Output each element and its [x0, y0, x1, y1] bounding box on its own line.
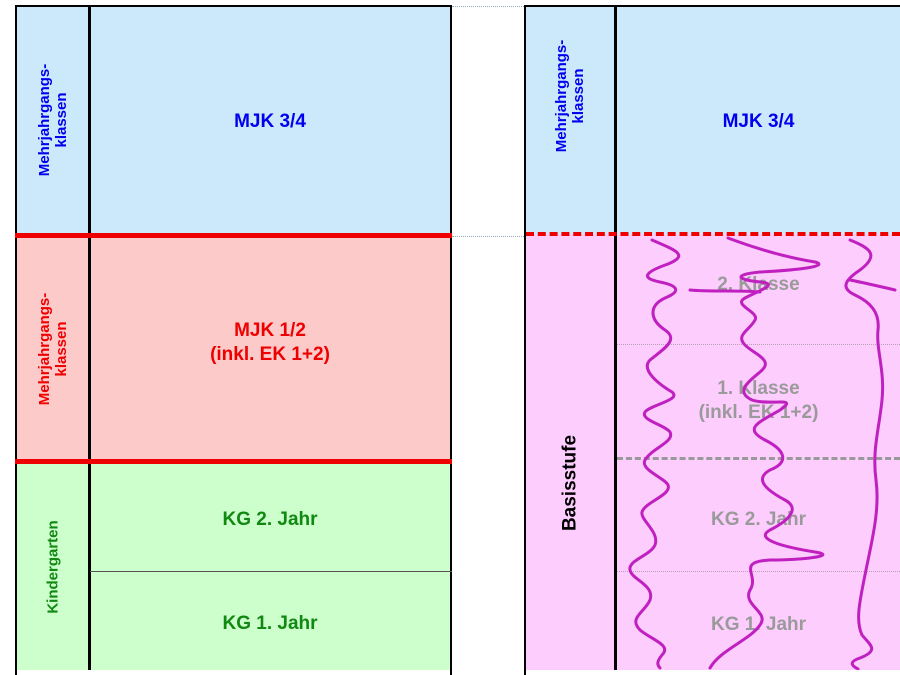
- left-side-blue: [17, 6, 89, 236]
- right-row4-label: KG 1. Jahr: [710, 614, 807, 635]
- right-grey-dashed-line: [617, 457, 900, 460]
- scribble-stroke-5: [848, 278, 897, 292]
- left-column-divider: [88, 6, 91, 670]
- right-main-pink: [616, 234, 900, 670]
- right-row-divider-1: [617, 344, 900, 345]
- left-main-green: [89, 462, 450, 670]
- left-kg2-label: KG 2. Jahr: [222, 509, 318, 530]
- left-kg-divider: [90, 571, 452, 572]
- right-row3-label: KG 2. Jahr: [710, 509, 807, 530]
- scribble-stroke-4: [844, 238, 885, 670]
- right-main-blue: [616, 6, 900, 234]
- left-main-red: [89, 236, 450, 462]
- left-main-blue: [89, 6, 450, 236]
- right-top-border: [524, 5, 900, 7]
- left-red-line-bottom: [15, 459, 452, 464]
- scribble-stroke-1: [628, 238, 681, 670]
- right-red-dashed-line: [526, 232, 900, 236]
- left-top-main-label: MJK 3/4: [234, 111, 306, 132]
- left-bottom-main-cell: KG 2. Jahr KG 1. Jahr: [90, 464, 450, 670]
- right-row-divider-3: [617, 571, 900, 572]
- right-column-divider: [614, 6, 617, 670]
- left-red-line-top: [15, 233, 452, 238]
- left-middle-main-cell: MJK 1/2 (inkl. EK 1+2): [90, 238, 450, 460]
- guide-line-top: [452, 6, 524, 7]
- scribble-stroke-2: [708, 236, 825, 670]
- right-side-pink: [526, 234, 616, 670]
- right-top-main-cell: MJK 3/4: [617, 6, 900, 232]
- scribble-stroke-3: [688, 288, 762, 294]
- right-basis-main-cell: 2. Klasse 1. Klasse (inkl. EK 1+2) KG 2.…: [617, 236, 900, 670]
- left-side-green: [17, 462, 89, 670]
- left-outer-border: [15, 5, 452, 675]
- left-top-main-cell: MJK 3/4: [90, 6, 450, 234]
- right-row2-label: 1. Klasse (inkl. EK 1+2): [698, 378, 819, 423]
- left-kg1-label: KG 1. Jahr: [222, 613, 318, 634]
- guide-line-middle: [452, 236, 524, 237]
- right-side-blue: [526, 6, 616, 234]
- right-top-main-label: MJK 3/4: [722, 111, 795, 132]
- left-middle-main-label: MJK 1/2 (inkl. EK 1+2): [210, 320, 330, 365]
- left-side-red: [17, 236, 89, 462]
